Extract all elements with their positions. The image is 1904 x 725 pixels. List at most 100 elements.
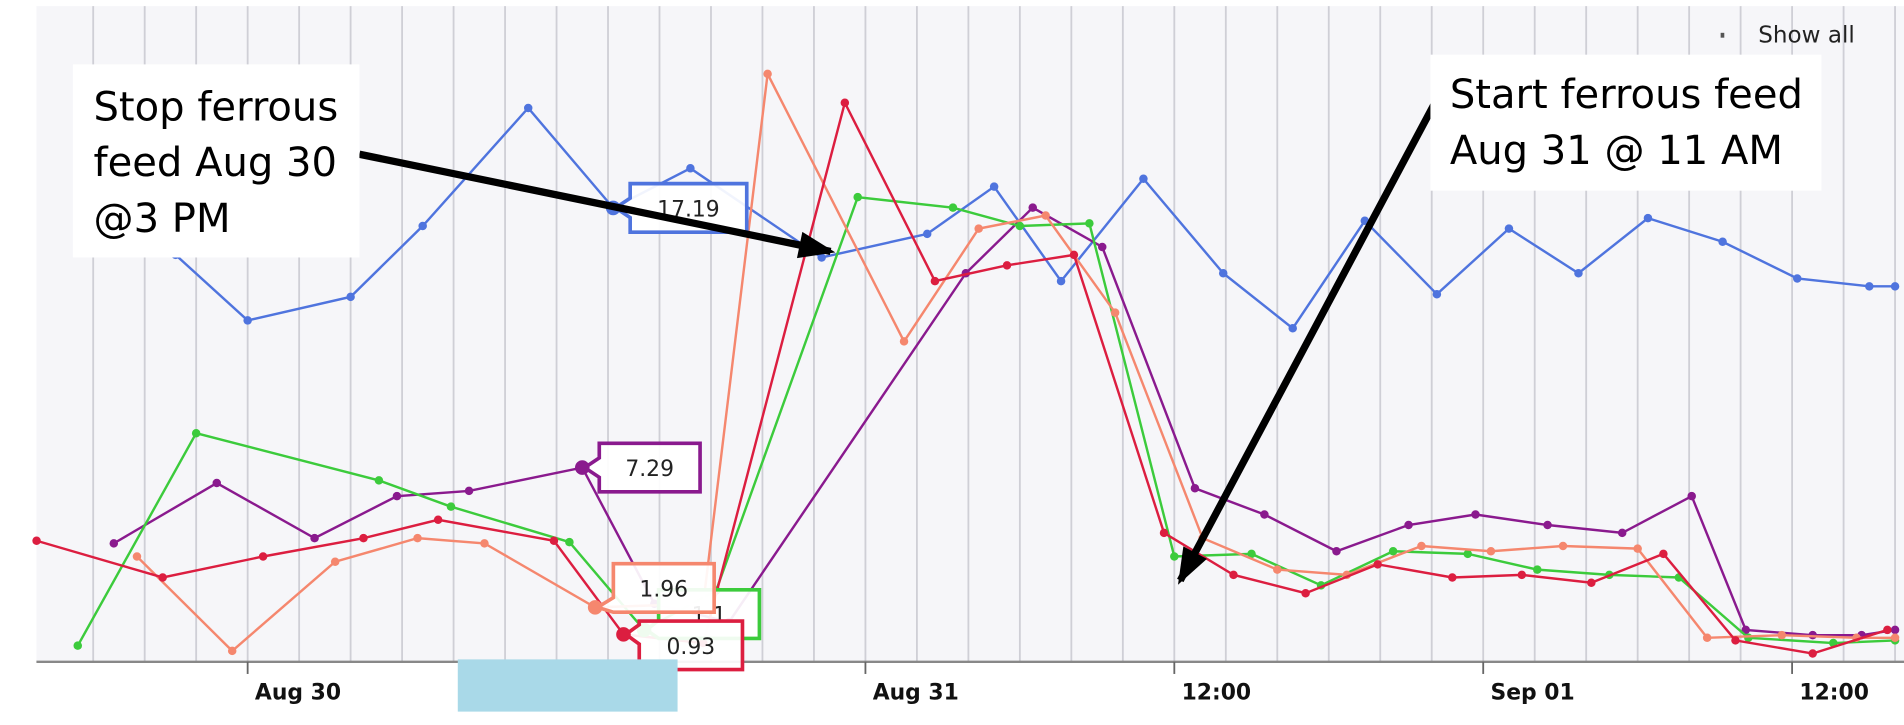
data-point: [418, 221, 427, 231]
data-point: [1643, 213, 1653, 223]
data-point: [1741, 625, 1751, 635]
annotation-box: [72, 64, 360, 258]
data-point: [1332, 546, 1341, 556]
annotation-text: Aug 31 @ 11 AM: [1450, 128, 1783, 174]
annotation-text: @3 PM: [94, 196, 231, 242]
x-tick-label: 12:00: [1182, 680, 1252, 705]
tooltip-value: 7.29: [625, 457, 674, 482]
data-point: [948, 203, 958, 212]
x-tick-label: Aug 30: [255, 680, 341, 705]
data-point: [1085, 219, 1094, 228]
tooltip-date-box: [457, 659, 678, 712]
data-point: [212, 478, 222, 488]
data-point: [686, 164, 695, 173]
data-point: [1260, 510, 1269, 519]
data-point: [1777, 630, 1787, 640]
data-point: [1574, 268, 1583, 278]
x-tick-label: Sep 01: [1490, 680, 1574, 705]
data-point: [1190, 484, 1200, 493]
data-point: [1890, 633, 1900, 643]
data-point: [1229, 570, 1238, 580]
data-point: [346, 292, 355, 302]
data-point: [158, 573, 167, 582]
tooltip-marker: [616, 627, 631, 642]
data-point: [549, 536, 559, 546]
tooltip-value: 1.96: [639, 577, 688, 602]
tooltip-box: [581, 441, 702, 494]
arrow-head: [1178, 546, 1207, 585]
tooltip-marker: [587, 600, 603, 615]
data-point: [132, 552, 142, 561]
data-point: [1404, 520, 1413, 530]
data-point: [1432, 289, 1442, 299]
data-point: [523, 103, 533, 113]
data-point: [1687, 491, 1696, 501]
data-point: [480, 539, 489, 548]
data-point: [227, 646, 237, 656]
arrow-line: [1177, 100, 1439, 583]
data-point: [974, 224, 983, 233]
series-line: [76, 195, 1896, 647]
data-point: [1417, 541, 1426, 551]
data-point: [1288, 324, 1297, 333]
data-point: [446, 502, 456, 511]
data-point: [840, 98, 850, 107]
annotation-text: Stop ferrous: [94, 84, 339, 130]
data-point: [817, 253, 826, 262]
data-point: [1744, 633, 1753, 643]
data-point: [1301, 588, 1310, 598]
data-point: [1388, 546, 1398, 556]
data-point: [1659, 549, 1668, 559]
data-point: [1028, 203, 1037, 212]
data-point: [1558, 541, 1568, 551]
data-point: [330, 557, 340, 566]
data-point: [763, 69, 772, 79]
data-point: [1139, 174, 1148, 184]
data-point: [1731, 636, 1740, 645]
data-point: [853, 192, 862, 202]
data-point: [1865, 282, 1874, 291]
data-point: [1463, 549, 1473, 559]
data-point: [1617, 528, 1627, 538]
data-point: [1543, 520, 1552, 530]
data-point: [258, 552, 268, 561]
data-point: [243, 316, 252, 325]
annotation-text: Start ferrous feed: [1450, 72, 1803, 118]
data-point: [1883, 625, 1892, 635]
data-point: [1702, 633, 1712, 643]
annotation-text: feed Aug 30: [94, 140, 338, 186]
data-point: [310, 533, 319, 543]
x-tick-label: 12:00: [1799, 680, 1869, 705]
data-point: [1587, 578, 1596, 587]
data-point: [191, 428, 201, 438]
data-point: [1069, 250, 1079, 260]
data-point: [1097, 242, 1107, 252]
data-point: [413, 533, 422, 543]
data-point: [392, 491, 402, 501]
data-point: [1533, 565, 1542, 574]
data-point: [1170, 552, 1179, 561]
data-point: [1471, 510, 1480, 519]
data-point: [109, 539, 119, 548]
tooltip-marker: [574, 460, 590, 475]
data-point: [922, 229, 932, 239]
data-point: [32, 536, 41, 546]
legend-show-all[interactable]: Show all: [1758, 23, 1855, 49]
tooltip-box: [612, 181, 749, 235]
data-point: [1486, 546, 1496, 556]
data-point: [1718, 237, 1727, 247]
data-point: [1890, 282, 1900, 291]
data-point: [1373, 560, 1382, 569]
data-point: [930, 276, 940, 286]
data-point: [1273, 565, 1282, 574]
data-point: [1056, 276, 1066, 286]
data-point: [989, 182, 999, 191]
arrow-head: [796, 231, 836, 259]
data-point: [1218, 268, 1228, 278]
data-point: [1110, 308, 1120, 317]
tooltip-value: 0.93: [667, 635, 716, 660]
data-point: [1247, 549, 1256, 559]
data-point: [899, 337, 909, 346]
data-point: [1015, 221, 1025, 231]
